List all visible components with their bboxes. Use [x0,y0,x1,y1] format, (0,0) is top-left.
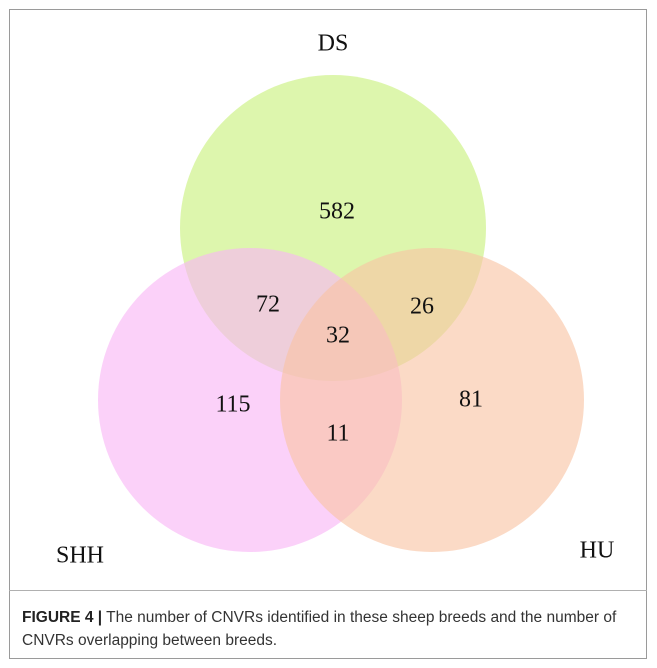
figure-border [9,9,647,659]
set-label: HU [580,538,615,564]
region-count: 81 [459,387,483,413]
region-count: 32 [326,323,350,349]
region-count: 115 [215,392,250,418]
caption-text: The number of CNVRs identified in these … [22,609,617,649]
region-count: 582 [319,199,355,225]
set-label: DS [318,31,349,57]
region-count: 26 [410,294,434,320]
caption-label: FIGURE 4 | [22,609,103,626]
set-circle [280,248,584,552]
region-count: 72 [256,292,280,318]
caption: FIGURE 4 | The number of CNVRs identifie… [22,606,637,652]
separator [9,590,647,591]
region-count: 11 [326,421,349,447]
set-label: SHH [56,543,104,569]
venn-diagram: DS SHH HU 582 72 26 32 115 81 11 [56,31,615,569]
